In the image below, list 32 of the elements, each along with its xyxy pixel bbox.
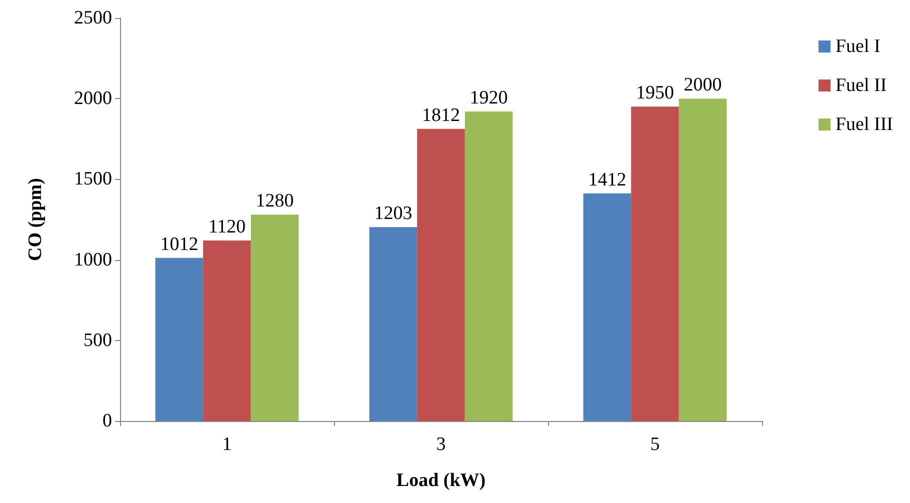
y-axis-title: CO (ppm) — [25, 178, 46, 261]
data-label: 1203 — [374, 203, 412, 224]
bar — [583, 193, 632, 421]
bar — [250, 214, 299, 421]
legend-label: Fuel I — [835, 36, 880, 57]
bar — [631, 106, 679, 421]
data-label: 1120 — [208, 216, 246, 238]
data-label: 1012 — [160, 234, 198, 255]
data-label: 1280 — [256, 190, 294, 212]
x-tick-label: 5 — [650, 434, 660, 455]
y-tick-label: 0 — [102, 410, 112, 432]
y-tick-label: 500 — [84, 330, 112, 351]
bar — [203, 240, 251, 421]
x-tick-label: 1 — [222, 434, 232, 455]
y-tick-label: 2000 — [74, 88, 112, 110]
legend-label: Fuel II — [835, 75, 887, 96]
x-axis-title: Load (kW) — [396, 470, 486, 491]
data-label: 1920 — [470, 87, 508, 108]
y-tick-label: 1000 — [74, 249, 112, 270]
data-label: 1412 — [588, 169, 626, 190]
bar — [417, 128, 465, 421]
data-label: 2000 — [684, 74, 722, 96]
x-tick-label: 3 — [436, 434, 446, 455]
data-label: 1812 — [422, 104, 460, 126]
bar — [678, 98, 727, 421]
y-tick-label: 2500 — [74, 8, 112, 28]
legend-label: Fuel III — [835, 114, 894, 135]
bar — [155, 258, 204, 421]
data-label: 1950 — [636, 82, 674, 104]
bar — [464, 111, 513, 421]
bar — [369, 227, 418, 421]
y-tick-label: 1500 — [74, 168, 112, 190]
